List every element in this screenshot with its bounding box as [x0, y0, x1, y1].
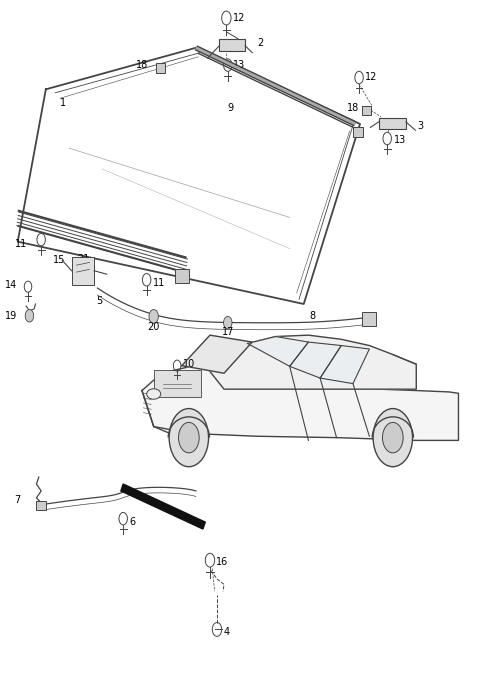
Text: 7: 7 [14, 495, 20, 505]
Text: 20: 20 [147, 322, 160, 332]
FancyBboxPatch shape [362, 106, 371, 115]
Text: 2: 2 [257, 38, 263, 48]
Circle shape [169, 408, 208, 467]
Text: 11: 11 [153, 278, 165, 288]
Polygon shape [248, 336, 309, 366]
Text: 9: 9 [228, 103, 234, 113]
Text: 15: 15 [53, 255, 66, 265]
FancyBboxPatch shape [72, 257, 94, 285]
FancyBboxPatch shape [36, 501, 46, 510]
Text: 12: 12 [365, 72, 377, 82]
Text: 17: 17 [222, 327, 234, 337]
Text: 1: 1 [60, 98, 66, 108]
Polygon shape [182, 335, 252, 373]
FancyBboxPatch shape [154, 370, 201, 397]
Ellipse shape [147, 389, 161, 399]
Polygon shape [289, 342, 341, 378]
FancyBboxPatch shape [353, 127, 363, 137]
Text: 13: 13 [233, 60, 246, 70]
Text: 21: 21 [78, 254, 90, 264]
Text: 6: 6 [129, 517, 135, 527]
Text: 8: 8 [309, 311, 315, 321]
Circle shape [179, 422, 199, 453]
Text: 5: 5 [96, 295, 103, 306]
FancyBboxPatch shape [362, 312, 376, 326]
FancyBboxPatch shape [379, 118, 406, 129]
Text: 10: 10 [183, 359, 195, 369]
FancyBboxPatch shape [156, 63, 166, 73]
Circle shape [224, 316, 232, 329]
Circle shape [383, 422, 403, 453]
Text: 14: 14 [4, 281, 17, 290]
Text: 19: 19 [4, 311, 17, 321]
Text: 3: 3 [417, 121, 423, 131]
Circle shape [149, 309, 158, 323]
Polygon shape [320, 346, 370, 384]
Polygon shape [205, 335, 416, 389]
Text: 13: 13 [394, 135, 406, 145]
Circle shape [373, 408, 412, 467]
FancyBboxPatch shape [175, 269, 189, 283]
Text: 16: 16 [216, 556, 228, 567]
Circle shape [25, 309, 34, 322]
Text: 11: 11 [15, 239, 27, 248]
Polygon shape [121, 484, 205, 529]
Text: 18: 18 [347, 103, 359, 113]
Polygon shape [142, 366, 458, 440]
Text: 12: 12 [232, 13, 245, 23]
Text: 4: 4 [223, 627, 229, 637]
Text: 18: 18 [136, 60, 148, 70]
FancyBboxPatch shape [219, 39, 245, 51]
